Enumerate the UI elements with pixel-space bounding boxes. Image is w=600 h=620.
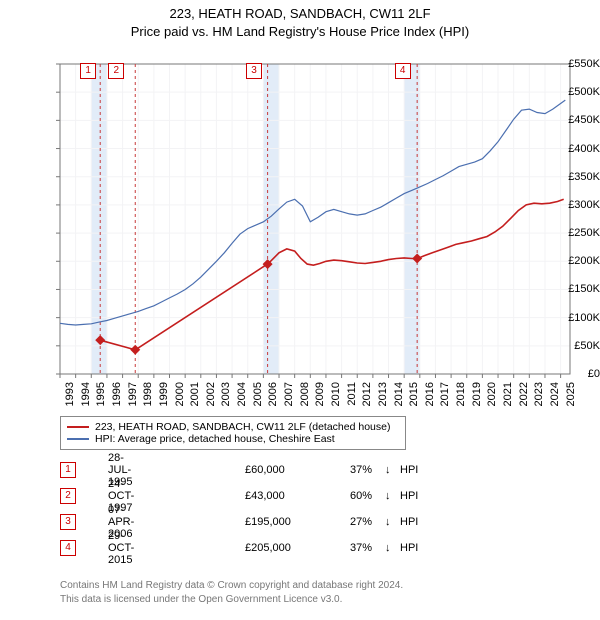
- ytick-label: £0: [548, 368, 600, 380]
- sale-price: £60,000: [245, 464, 285, 476]
- xtick-label: 2025: [565, 382, 577, 406]
- footer-copyright: Contains HM Land Registry data © Crown c…: [60, 580, 403, 591]
- xtick-label: 2019: [471, 382, 483, 406]
- ytick-label: £450K: [548, 114, 600, 126]
- event-marker: 2: [108, 63, 124, 79]
- sale-vs: HPI: [400, 490, 418, 502]
- ytick-label: £300K: [548, 199, 600, 211]
- xtick-label: 2012: [361, 382, 373, 406]
- ytick-label: £500K: [548, 86, 600, 98]
- sale-date: 29-OCT-2015: [108, 530, 134, 566]
- xtick-label: 1993: [64, 382, 76, 406]
- sale-vs: HPI: [400, 542, 418, 554]
- xtick-label: 2023: [533, 382, 545, 406]
- xtick-label: 2020: [486, 382, 498, 406]
- xtick-label: 2011: [346, 382, 358, 406]
- event-marker: 3: [60, 514, 76, 530]
- xtick-label: 1996: [111, 382, 123, 406]
- legend-swatch-hpi: [67, 438, 89, 440]
- sale-vs: HPI: [400, 464, 418, 476]
- xtick-label: 2017: [439, 382, 451, 406]
- xtick-label: 2024: [549, 382, 561, 406]
- ytick-label: £50K: [548, 340, 600, 352]
- xtick-label: 2008: [299, 382, 311, 406]
- ytick-label: £100K: [548, 312, 600, 324]
- event-marker: 3: [246, 63, 262, 79]
- legend-label-hpi: HPI: Average price, detached house, Ches…: [95, 433, 335, 445]
- xtick-label: 1995: [95, 382, 107, 406]
- xtick-label: 2018: [455, 382, 467, 406]
- xtick-label: 2014: [393, 382, 405, 406]
- xtick-label: 2021: [502, 382, 514, 406]
- legend-label-price: 223, HEATH ROAD, SANDBACH, CW11 2LF (det…: [95, 421, 390, 433]
- table-row: 429-OCT-2015£205,00037%↓HPI: [60, 540, 76, 556]
- legend-swatch-price: [67, 426, 89, 428]
- xtick-label: 2006: [267, 382, 279, 406]
- event-marker: 4: [60, 540, 76, 556]
- sale-pct: 37%: [350, 542, 372, 554]
- sale-dir arrow: ↓: [385, 542, 391, 554]
- ytick-label: £400K: [548, 143, 600, 155]
- sale-dir arrow: ↓: [385, 464, 391, 476]
- ytick-label: £350K: [548, 171, 600, 183]
- xtick-label: 2022: [518, 382, 530, 406]
- xtick-label: 1994: [80, 382, 92, 406]
- ytick-label: £250K: [548, 227, 600, 239]
- ytick-label: £550K: [548, 58, 600, 70]
- xtick-label: 2009: [314, 382, 326, 406]
- ytick-label: £200K: [548, 255, 600, 267]
- event-marker: 4: [395, 63, 411, 79]
- table-row: 128-JUL-1995£60,00037%↓HPI: [60, 462, 76, 478]
- xtick-label: 2000: [174, 382, 186, 406]
- event-marker: 1: [60, 462, 76, 478]
- xtick-label: 2001: [189, 382, 201, 406]
- sale-vs: HPI: [400, 516, 418, 528]
- xtick-label: 1999: [158, 382, 170, 406]
- xtick-label: 1997: [127, 382, 139, 406]
- event-marker: 2: [60, 488, 76, 504]
- legend: 223, HEATH ROAD, SANDBACH, CW11 2LF (det…: [60, 416, 406, 450]
- xtick-label: 2010: [330, 382, 342, 406]
- sale-price: £205,000: [245, 542, 291, 554]
- sale-price: £195,000: [245, 516, 291, 528]
- sale-pct: 60%: [350, 490, 372, 502]
- sale-dir arrow: ↓: [385, 516, 391, 528]
- sale-pct: 37%: [350, 464, 372, 476]
- xtick-label: 2004: [236, 382, 248, 406]
- table-row: 224-OCT-1997£43,00060%↓HPI: [60, 488, 76, 504]
- ytick-label: £150K: [548, 283, 600, 295]
- event-marker: 1: [80, 63, 96, 79]
- xtick-label: 2005: [252, 382, 264, 406]
- xtick-label: 2002: [205, 382, 217, 406]
- table-row: 307-APR-2006£195,00027%↓HPI: [60, 514, 76, 530]
- xtick-label: 2003: [220, 382, 232, 406]
- footer-licence: This data is licensed under the Open Gov…: [60, 594, 342, 605]
- xtick-label: 1998: [142, 382, 154, 406]
- xtick-label: 2015: [408, 382, 420, 406]
- sale-price: £43,000: [245, 490, 285, 502]
- sale-dir arrow: ↓: [385, 490, 391, 502]
- xtick-label: 2016: [424, 382, 436, 406]
- xtick-label: 2007: [283, 382, 295, 406]
- sale-pct: 27%: [350, 516, 372, 528]
- xtick-label: 2013: [377, 382, 389, 406]
